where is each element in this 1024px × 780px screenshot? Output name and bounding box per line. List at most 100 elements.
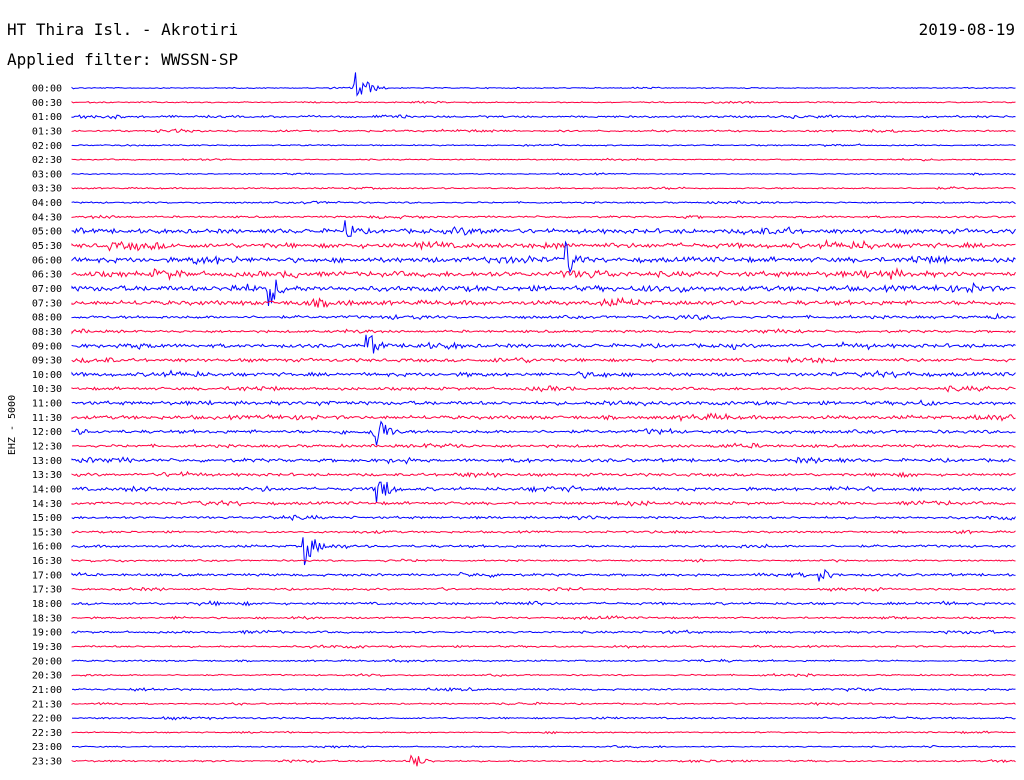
trace-line bbox=[71, 586, 1016, 592]
trace-line bbox=[71, 600, 1016, 607]
trace-line bbox=[71, 238, 1016, 252]
trace-line bbox=[71, 356, 1016, 365]
time-tick-label: 22:00 bbox=[32, 714, 62, 725]
trace-line bbox=[71, 456, 1016, 465]
trace-line bbox=[71, 328, 1016, 335]
time-tick-label: 12:00 bbox=[32, 427, 62, 438]
time-tick-label: 16:00 bbox=[32, 542, 62, 553]
time-tick-label: 10:30 bbox=[32, 384, 62, 395]
time-tick-label: 12:30 bbox=[32, 442, 62, 453]
time-tick-label: 20:00 bbox=[32, 656, 62, 667]
trace-line bbox=[71, 420, 1016, 446]
trace-line bbox=[71, 481, 1016, 503]
trace-line bbox=[71, 730, 1016, 735]
trace-line bbox=[71, 672, 1016, 678]
trace-line bbox=[71, 369, 1016, 379]
time-tick-label: 11:30 bbox=[32, 413, 62, 424]
time-tick-label: 07:00 bbox=[32, 284, 62, 295]
time-tick-label: 14:30 bbox=[32, 499, 62, 510]
time-tick-label: 14:00 bbox=[32, 484, 62, 495]
trace-line bbox=[71, 442, 1016, 449]
time-tick-label: 04:30 bbox=[32, 212, 62, 223]
trace-line bbox=[71, 715, 1016, 721]
time-tick-label: 17:00 bbox=[32, 570, 62, 581]
trace-line bbox=[71, 615, 1016, 621]
time-tick-label: 02:30 bbox=[32, 155, 62, 166]
time-tick-label: 20:30 bbox=[32, 671, 62, 682]
time-tick-label: 00:30 bbox=[32, 98, 62, 109]
time-tick-label: 07:30 bbox=[32, 298, 62, 309]
station-title: HT Thira Isl. - Akrotiri bbox=[7, 20, 239, 39]
time-tick-label: 01:30 bbox=[32, 126, 62, 137]
channel-axis-label: EHZ - 5000 bbox=[7, 395, 18, 455]
time-tick-label: 03:30 bbox=[32, 184, 62, 195]
trace-line bbox=[71, 100, 1016, 105]
trace-line bbox=[71, 114, 1016, 120]
trace-line bbox=[71, 701, 1016, 707]
trace-line bbox=[71, 499, 1016, 507]
trace-line bbox=[71, 629, 1016, 635]
trace-line bbox=[71, 200, 1016, 205]
trace-line bbox=[71, 279, 1016, 307]
time-tick-label: 16:30 bbox=[32, 556, 62, 567]
time-tick-label: 01:00 bbox=[32, 112, 62, 123]
time-tick-label: 11:00 bbox=[32, 399, 62, 410]
time-tick-label: 15:30 bbox=[32, 527, 62, 538]
time-tick-label: 23:30 bbox=[32, 757, 62, 768]
time-tick-label: 21:00 bbox=[32, 685, 62, 696]
trace-line bbox=[71, 72, 1016, 97]
date-label: 2019-08-19 bbox=[918, 20, 1015, 39]
time-tick-label: 21:30 bbox=[32, 699, 62, 710]
time-tick-label: 23:00 bbox=[32, 742, 62, 753]
time-tick-label: 09:30 bbox=[32, 356, 62, 367]
trace-line bbox=[71, 220, 1016, 238]
time-tick-label: 08:00 bbox=[32, 313, 62, 324]
trace-line bbox=[71, 312, 1016, 321]
time-tick-label: 03:00 bbox=[32, 169, 62, 180]
trace-line bbox=[71, 686, 1016, 692]
trace-line bbox=[71, 334, 1016, 354]
time-tick-label: 04:00 bbox=[32, 198, 62, 209]
time-tick-labels: 00:00 00:30 01:00 01:30 02:00 02:30 03:00 03:30… bbox=[32, 84, 62, 768]
trace-line bbox=[71, 296, 1016, 308]
time-tick-label: 18:30 bbox=[32, 613, 62, 624]
trace-line bbox=[71, 186, 1016, 191]
trace-line bbox=[71, 568, 1016, 582]
time-tick-label: 00:00 bbox=[32, 84, 62, 95]
trace-line bbox=[71, 128, 1016, 133]
time-tick-label: 02:00 bbox=[32, 141, 62, 152]
trace-line bbox=[71, 658, 1016, 663]
trace-line bbox=[71, 214, 1016, 220]
trace-line bbox=[71, 385, 1016, 393]
trace-line bbox=[71, 754, 1016, 767]
trace-line bbox=[71, 644, 1016, 649]
time-tick-label: 17:30 bbox=[32, 585, 62, 596]
time-tick-label: 05:00 bbox=[32, 227, 62, 238]
time-tick-label: 18:00 bbox=[32, 599, 62, 610]
trace-line bbox=[71, 529, 1016, 535]
trace-line bbox=[71, 412, 1016, 423]
trace-line bbox=[71, 172, 1016, 176]
trace-line bbox=[71, 267, 1016, 281]
time-tick-label: 22:30 bbox=[32, 728, 62, 739]
filter-label: Applied filter: WWSSN-SP bbox=[7, 50, 239, 69]
trace-line bbox=[71, 143, 1016, 148]
trace-line bbox=[71, 399, 1016, 407]
time-tick-label: 19:00 bbox=[32, 628, 62, 639]
time-tick-label: 19:30 bbox=[32, 642, 62, 653]
time-tick-label: 06:00 bbox=[32, 255, 62, 266]
time-tick-label: 15:00 bbox=[32, 513, 62, 524]
trace-line bbox=[71, 537, 1016, 566]
trace-line bbox=[71, 157, 1016, 162]
time-tick-label: 13:30 bbox=[32, 470, 62, 481]
time-tick-label: 06:30 bbox=[32, 270, 62, 281]
trace-line bbox=[71, 240, 1016, 274]
time-tick-label: 08:30 bbox=[32, 327, 62, 338]
seismic-traces bbox=[71, 72, 1016, 767]
time-tick-label: 05:30 bbox=[32, 241, 62, 252]
time-tick-label: 10:00 bbox=[32, 370, 62, 381]
trace-line bbox=[71, 744, 1016, 749]
trace-line bbox=[71, 558, 1016, 563]
time-tick-label: 13:00 bbox=[32, 456, 62, 467]
